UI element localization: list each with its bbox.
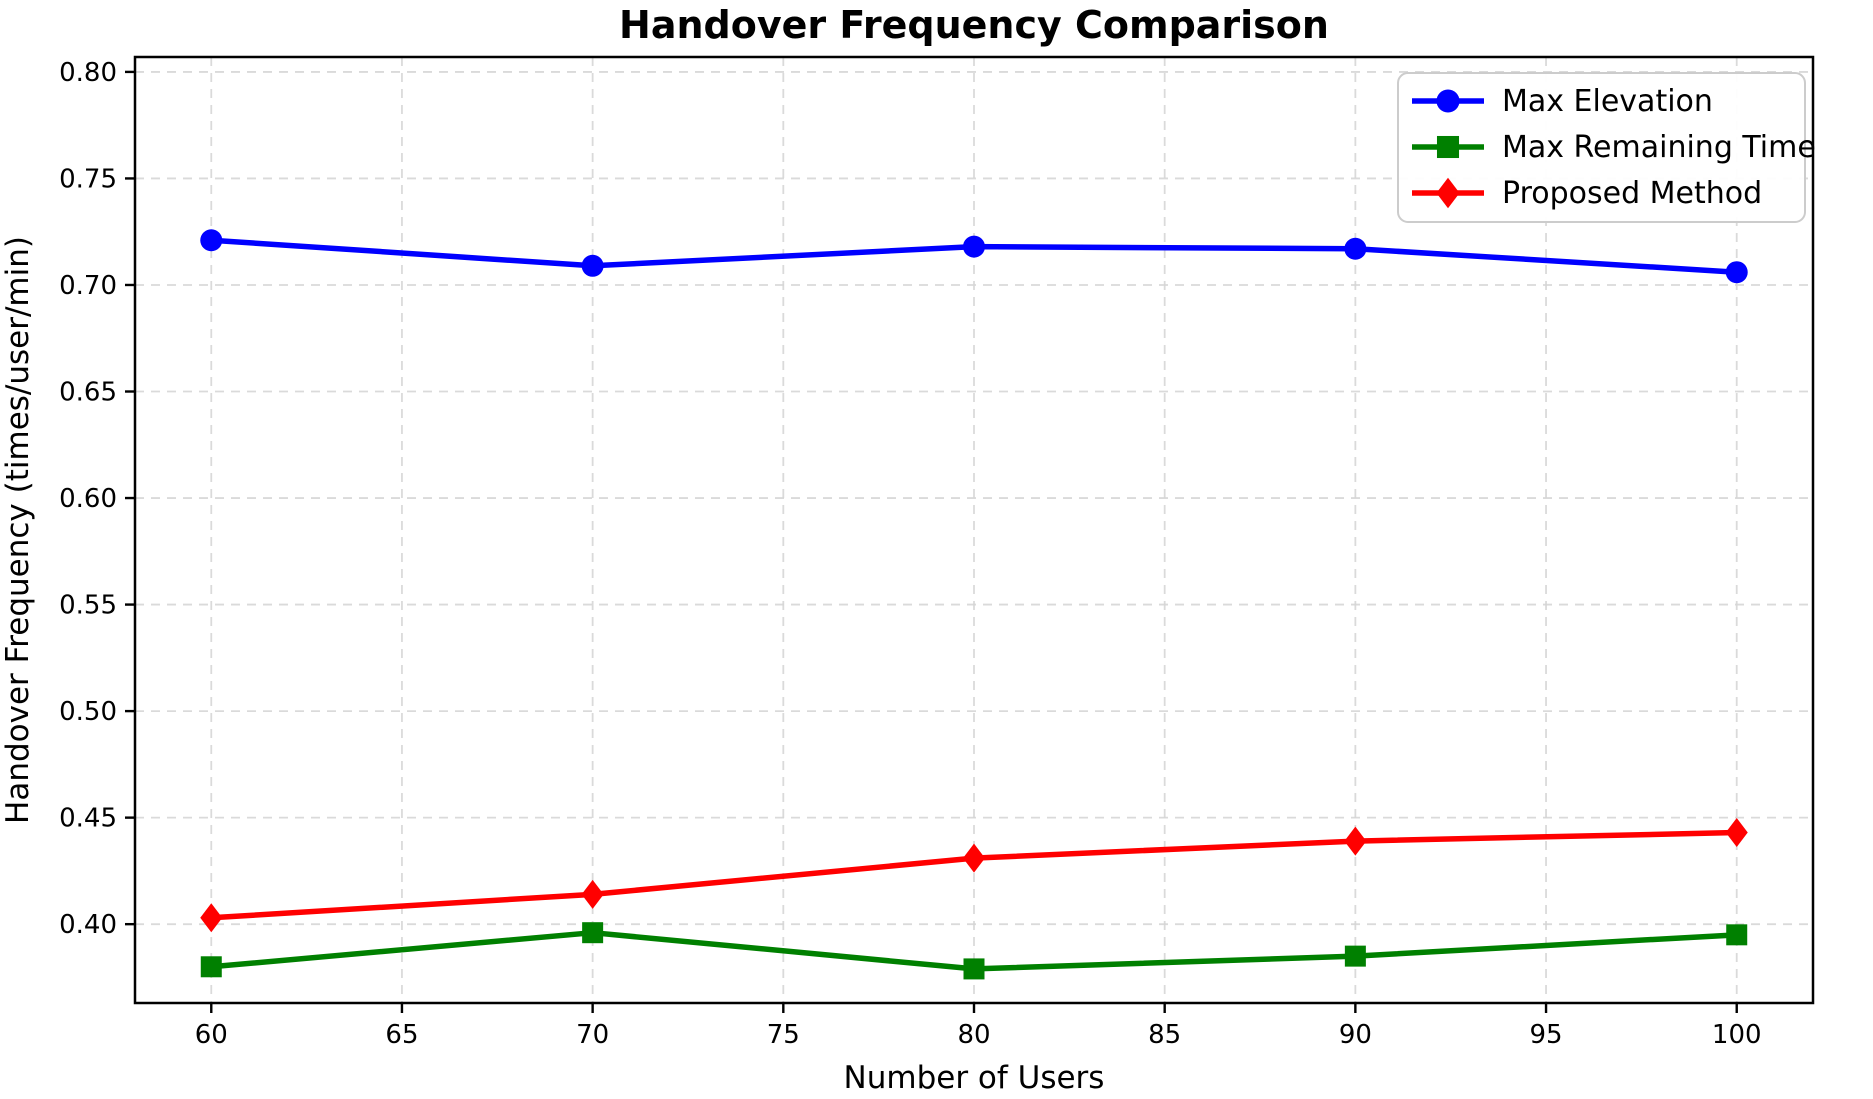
x-axis-label: Number of Users xyxy=(844,1060,1105,1096)
data-point-diamond xyxy=(1436,177,1460,209)
legend-item-label: Max Remaining Time xyxy=(1502,130,1816,165)
data-point-diamond xyxy=(1725,818,1748,848)
data-point-circle xyxy=(200,229,223,252)
data-point-square xyxy=(1436,135,1460,159)
x-tick-label: 80 xyxy=(957,1020,990,1050)
legend-item-label: Proposed Method xyxy=(1502,176,1762,211)
data-point-square xyxy=(1344,945,1366,967)
y-tick-label: 0.50 xyxy=(59,697,117,727)
series-max-elevation xyxy=(200,229,1748,284)
chart-title: Handover Frequency Comparison xyxy=(619,3,1329,47)
tick-labels: 60 65 70 75 80 85 90 95 100 0.40 0.45 0.50 0.55 0.60 0… xyxy=(59,58,1761,1050)
x-tick-label: 75 xyxy=(767,1020,800,1050)
x-tick-label: 70 xyxy=(576,1020,609,1050)
legend: Max Elevation Max Remaining Time Proposed … xyxy=(1397,72,1816,223)
axis-ticks xyxy=(125,70,1738,1013)
legend-item-label: Max Elevation xyxy=(1502,84,1713,119)
x-tick-label: 60 xyxy=(195,1020,228,1050)
legend-box xyxy=(1397,72,1806,223)
y-tick-label: 0.80 xyxy=(59,58,117,88)
gridlines xyxy=(135,57,1813,1003)
data-point-diamond xyxy=(581,879,604,909)
data-point-square xyxy=(963,958,985,980)
data-point-diamond xyxy=(200,903,223,933)
y-tick-label: 0.75 xyxy=(59,164,117,194)
x-tick-label: 95 xyxy=(1529,1020,1562,1050)
data-point-circle xyxy=(1725,261,1748,284)
x-tick-label: 65 xyxy=(385,1020,418,1050)
data-point-circle xyxy=(1436,89,1460,113)
y-axis-label: Handover Frequency (times/user/min) xyxy=(0,236,36,824)
y-tick-label: 0.65 xyxy=(59,378,117,408)
y-tick-label: 0.45 xyxy=(59,804,117,834)
data-series xyxy=(200,229,1748,980)
y-tick-label: 0.40 xyxy=(59,910,117,940)
data-point-circle xyxy=(963,235,985,258)
series-max-remaining-time xyxy=(200,922,1748,980)
legend-item-proposed-method: Proposed Method xyxy=(1412,176,1762,211)
data-point-diamond xyxy=(962,843,986,873)
legend-item-max-elevation: Max Elevation xyxy=(1412,84,1713,119)
x-tick-label: 85 xyxy=(1148,1020,1181,1050)
legend-item-max-remaining-time: Max Remaining Time xyxy=(1412,130,1816,165)
y-tick-label: 0.70 xyxy=(59,271,117,301)
data-point-diamond xyxy=(1344,826,1367,856)
data-point-circle xyxy=(1344,237,1367,260)
x-tick-label: 90 xyxy=(1339,1020,1372,1050)
data-point-square xyxy=(200,956,222,978)
data-point-square xyxy=(582,922,604,944)
series-proposed-method xyxy=(200,818,1748,933)
y-tick-label: 0.55 xyxy=(59,591,117,621)
x-tick-label: 100 xyxy=(1712,1020,1762,1050)
y-tick-label: 0.60 xyxy=(59,484,117,514)
data-point-circle xyxy=(581,254,604,277)
data-point-square xyxy=(1726,924,1748,946)
